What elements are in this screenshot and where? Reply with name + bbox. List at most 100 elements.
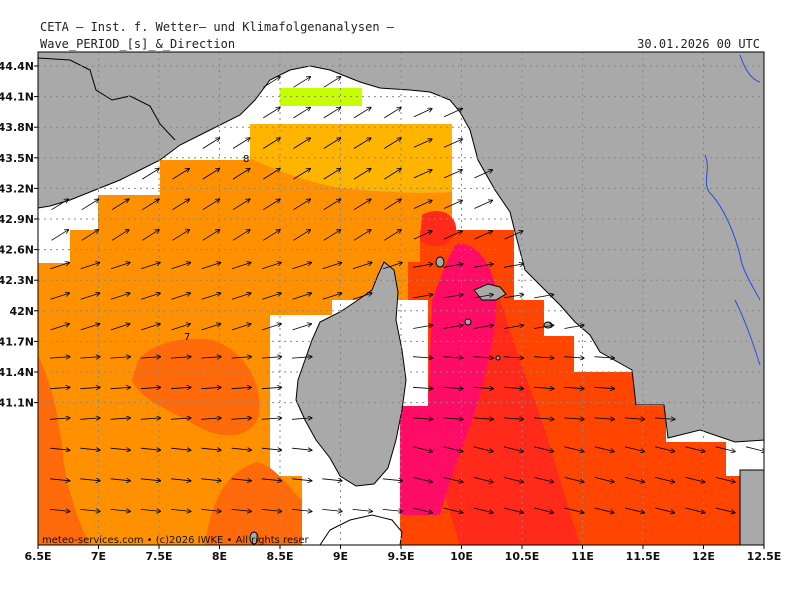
direction-arrow [80, 509, 100, 511]
direction-arrow [141, 324, 160, 331]
direction-arrow [140, 509, 161, 511]
lat-tick-label: 43.8N [0, 121, 34, 134]
direction-arrow [685, 477, 706, 482]
direction-arrow [291, 418, 312, 419]
lon-tick-label: 9E [333, 550, 348, 563]
direction-arrow [110, 324, 130, 331]
direction-arrow [443, 325, 463, 329]
direction-arrow [564, 418, 584, 419]
direction-arrow [171, 293, 191, 300]
valid-time: 30.01.2026 00 UTC [637, 37, 760, 51]
direction-arrow [384, 230, 401, 241]
direction-arrow [443, 446, 464, 452]
direction-arrow [685, 446, 706, 452]
lat-tick-label: 42N [9, 305, 34, 318]
direction-arrow [322, 509, 342, 511]
direction-arrow [323, 230, 341, 241]
direction-arrow [80, 418, 100, 419]
direction-arrow [503, 477, 524, 482]
lon-tick-label: 9.5E [387, 550, 414, 563]
direction-arrow [171, 324, 191, 331]
direction-arrow [503, 387, 524, 388]
direction-arrow [49, 387, 70, 388]
direction-arrow [80, 479, 100, 481]
lon-tick-label: 8.5E [266, 550, 293, 563]
direction-arrow [172, 230, 190, 241]
direction-arrow [564, 325, 584, 329]
direction-arrow [142, 199, 159, 211]
direction-arrow [323, 107, 341, 119]
direction-arrow [293, 230, 311, 241]
direction-arrow [140, 448, 161, 450]
direction-arrow [594, 418, 615, 419]
direction-arrow [262, 293, 281, 300]
direction-arrow [291, 357, 312, 358]
direction-arrow [142, 169, 159, 180]
direction-arrow [263, 169, 280, 180]
direction-arrow [292, 509, 312, 511]
direction-arrow [473, 295, 494, 299]
direction-arrow [50, 509, 70, 511]
direction-arrow [715, 507, 735, 513]
direction-arrow [504, 231, 523, 240]
direction-arrow [353, 199, 371, 211]
lat-tick-label: 43.5N [0, 152, 34, 165]
direction-arrow [473, 507, 493, 513]
longitude-labels: 6.5E 7E 7.5E 8E 8.5E 9E 9.5E 10E 10.5E 11E 11.5E 12… [24, 545, 781, 563]
direction-arrow [201, 387, 221, 388]
copyright-credit: meteo-services.com • (c)2026 IWKE • All … [42, 535, 309, 546]
direction-arrow [201, 418, 221, 419]
direction-arrow [322, 479, 342, 481]
direction-arrow [534, 295, 554, 299]
direction-arrow [503, 264, 524, 268]
direction-arrow [443, 139, 462, 148]
pianosa-island [464, 318, 472, 326]
direction-arrow [353, 107, 371, 119]
direction-arrow [201, 324, 221, 331]
direction-arrow [594, 507, 614, 513]
direction-arrow [201, 509, 221, 511]
direction-arrow [473, 477, 493, 482]
direction-arrow [50, 448, 70, 450]
direction-arrow [443, 231, 462, 240]
direction-arrow [80, 263, 100, 270]
direction-arrow [231, 387, 252, 388]
direction-arrow [412, 418, 433, 419]
direction-arrow [474, 231, 492, 240]
direction-arrow [413, 200, 432, 209]
direction-arrow [382, 479, 403, 481]
direction-arrow [231, 418, 252, 419]
direction-arrow [353, 138, 371, 149]
direction-arrow [262, 263, 281, 270]
direction-arrow [413, 477, 432, 482]
direction-arrow [655, 507, 674, 513]
direction-arrow [202, 138, 220, 149]
direction-arrow [655, 477, 674, 482]
direction-arrow [473, 446, 493, 452]
direction-arrow [110, 418, 131, 419]
direction-arrow [231, 324, 251, 331]
direction-arrow [534, 325, 554, 329]
direction-arrow [474, 170, 492, 179]
lat-tick-label: 41.7N [0, 335, 34, 348]
direction-arrow [473, 387, 494, 388]
direction-arrow [140, 479, 161, 481]
direction-arrow [594, 357, 615, 358]
lat-tick-label: 41.1N [0, 397, 34, 410]
direction-arrow [263, 199, 280, 211]
direction-arrow [49, 418, 70, 419]
direction-arrow [231, 293, 251, 300]
direction-arrow [473, 418, 494, 419]
direction-arrow [80, 324, 100, 331]
direction-arrow [533, 357, 554, 358]
direction-arrow [384, 169, 401, 180]
lon-tick-label: 7E [91, 550, 106, 563]
direction-arrow [292, 448, 312, 450]
direction-arrow [80, 387, 100, 388]
direction-arrow [50, 324, 70, 331]
direction-arrow [293, 199, 311, 211]
lon-tick-label: 10E [450, 550, 473, 563]
river-arno [704, 154, 761, 301]
small-island-west [249, 531, 259, 545]
